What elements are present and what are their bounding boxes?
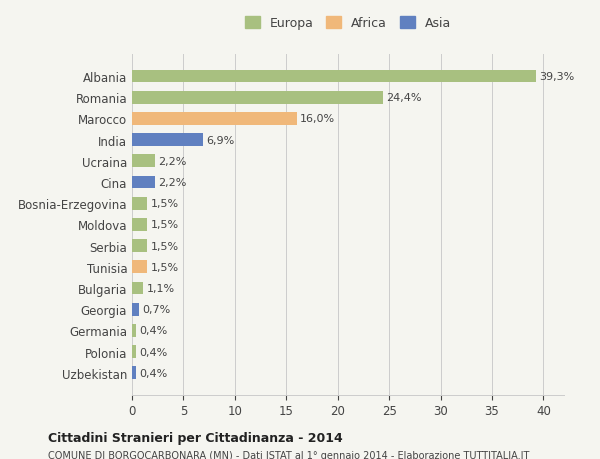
Bar — [132, 346, 136, 358]
Text: 16,0%: 16,0% — [299, 114, 335, 124]
Bar — [132, 218, 148, 231]
Text: 1,5%: 1,5% — [151, 241, 179, 251]
Text: 1,5%: 1,5% — [151, 220, 179, 230]
Text: 1,5%: 1,5% — [151, 262, 179, 272]
Bar — [132, 197, 148, 210]
Text: 39,3%: 39,3% — [539, 72, 575, 82]
Legend: Europa, Africa, Asia: Europa, Africa, Asia — [245, 17, 451, 30]
Bar — [132, 261, 148, 274]
Bar — [132, 367, 136, 379]
Bar — [132, 134, 203, 147]
Text: 0,4%: 0,4% — [139, 326, 167, 336]
Bar — [132, 176, 155, 189]
Bar — [132, 155, 155, 168]
Text: COMUNE DI BORGOCARBONARA (MN) - Dati ISTAT al 1° gennaio 2014 - Elaborazione TUT: COMUNE DI BORGOCARBONARA (MN) - Dati IST… — [48, 450, 529, 459]
Text: 6,9%: 6,9% — [206, 135, 235, 146]
Text: 0,4%: 0,4% — [139, 347, 167, 357]
Text: 2,2%: 2,2% — [158, 157, 186, 167]
Bar — [132, 92, 383, 104]
Bar — [132, 113, 296, 125]
Text: 0,7%: 0,7% — [142, 304, 170, 314]
Bar — [132, 71, 536, 83]
Bar — [132, 240, 148, 252]
Bar — [132, 303, 139, 316]
Text: 1,5%: 1,5% — [151, 199, 179, 209]
Bar — [132, 325, 136, 337]
Bar — [132, 282, 143, 295]
Text: Cittadini Stranieri per Cittadinanza - 2014: Cittadini Stranieri per Cittadinanza - 2… — [48, 431, 343, 444]
Text: 0,4%: 0,4% — [139, 368, 167, 378]
Text: 2,2%: 2,2% — [158, 178, 186, 188]
Text: 24,4%: 24,4% — [386, 93, 422, 103]
Text: 1,1%: 1,1% — [146, 283, 175, 293]
